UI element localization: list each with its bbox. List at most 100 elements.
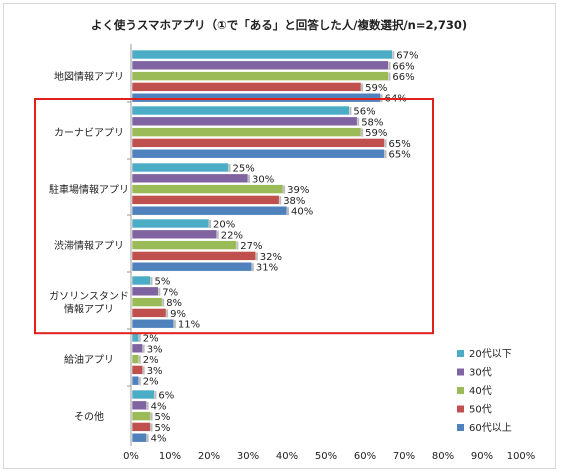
bar-shadow [283,185,286,194]
bar-shadow [251,263,254,272]
chart-title: よく使うスマホアプリ（①で「ある」と回答した人/複数選択/n=2,730) [91,18,467,32]
data-label: 11% [178,320,200,331]
bar-shadow [349,107,352,115]
bar [131,116,358,127]
bar-shadow [279,196,282,205]
bar [131,184,284,194]
bar-shadow [361,128,364,137]
bar-shadow [357,117,360,126]
x-tick-label: 60% [354,451,376,462]
bar [131,148,385,159]
data-label: 5% [155,423,171,434]
bar [131,240,237,250]
chart-frame: よく使うスマホアプリ（①で「ある」と回答した人/複数選択/n=2,730) 地図情… [3,3,556,469]
data-label: 66% [392,72,414,83]
bar-shadow [158,287,161,296]
bar [131,308,167,318]
x-tick-label: 50% [315,451,337,462]
data-label: 3% [147,344,163,355]
bar [131,82,362,92]
bar [131,92,381,103]
bar [131,49,393,60]
bar-shadow [138,355,141,364]
bar [131,332,140,343]
bar [131,261,253,272]
bar-shadow [384,150,387,159]
bar [131,275,151,286]
data-label: 30% [252,174,274,185]
category-label: 地図情報アプリ [54,70,124,83]
bar [131,173,249,184]
category-label: 渋滞情報アプリ [54,239,124,252]
legend-swatch [457,368,464,376]
bar [131,375,140,386]
bar-shadow [173,320,176,329]
data-label: 2% [143,334,159,345]
category-label: カーナビアプリ [54,127,124,139]
data-label: 25% [233,164,255,175]
bar-shadow [236,241,239,250]
bar-shadow [166,309,169,318]
category-label: その他 [74,410,104,423]
bar [131,60,389,71]
data-label: 22% [221,230,243,241]
legend-swatch [457,424,464,431]
data-label: 39% [287,185,309,196]
bar-shadow [142,344,145,353]
bar [131,297,163,307]
data-label: 40% [291,207,313,218]
data-label: 6% [158,391,174,402]
data-label: 27% [240,241,262,252]
bar-shadow [146,434,149,443]
bar [131,365,143,375]
bar-shadow [138,377,141,386]
bar [131,400,147,411]
bar-shadow [150,423,153,432]
bar-shadow [146,401,149,410]
data-label: 4% [151,401,167,412]
bar-shadow [384,139,387,148]
bar-shadow [162,298,165,307]
data-label: 59% [365,128,387,139]
x-tick-label: 10% [159,451,181,462]
data-label: 2% [143,355,159,366]
category-label: ガソリンスタンド情報アプリ [49,291,129,316]
data-label: 67% [396,51,418,62]
bar [131,354,140,364]
bar-shadow [228,164,231,172]
data-label: 32% [260,252,282,263]
bar [131,218,210,229]
x-tick-label: 70% [393,451,415,462]
bar [131,162,229,173]
bar [131,138,385,148]
data-label: 5% [155,412,171,423]
bar-chart: よく使うスマホアプリ（①で「ある」と回答した人/複数選択/n=2,730) 地図情… [34,18,535,462]
data-label: 56% [353,107,375,118]
bar [131,71,389,81]
bar-shadow [142,366,145,375]
category-label: 駐車場情報アプリ [49,183,129,196]
bar [131,105,350,116]
data-label: 8% [166,298,182,309]
legend-label: 40代 [469,385,492,397]
bar [131,432,147,443]
legend-swatch [457,405,464,413]
legend-swatch [457,350,464,357]
bar [131,422,151,432]
legend-label: 20代以下 [469,348,512,360]
legend-swatch [457,387,464,394]
data-label: 66% [392,61,414,72]
data-label: 7% [162,287,178,298]
bar [131,318,175,329]
bar [131,229,218,240]
bar-shadow [287,207,289,216]
x-tick-label: 40% [276,451,298,462]
legend-label: 50代 [469,404,492,416]
bar [131,195,280,205]
data-label: 2% [143,377,159,388]
data-label: 3% [147,366,163,377]
x-tick-label: 20% [198,451,220,462]
x-tick-label: 30% [237,451,259,462]
bar [131,205,288,216]
bar [131,411,151,421]
